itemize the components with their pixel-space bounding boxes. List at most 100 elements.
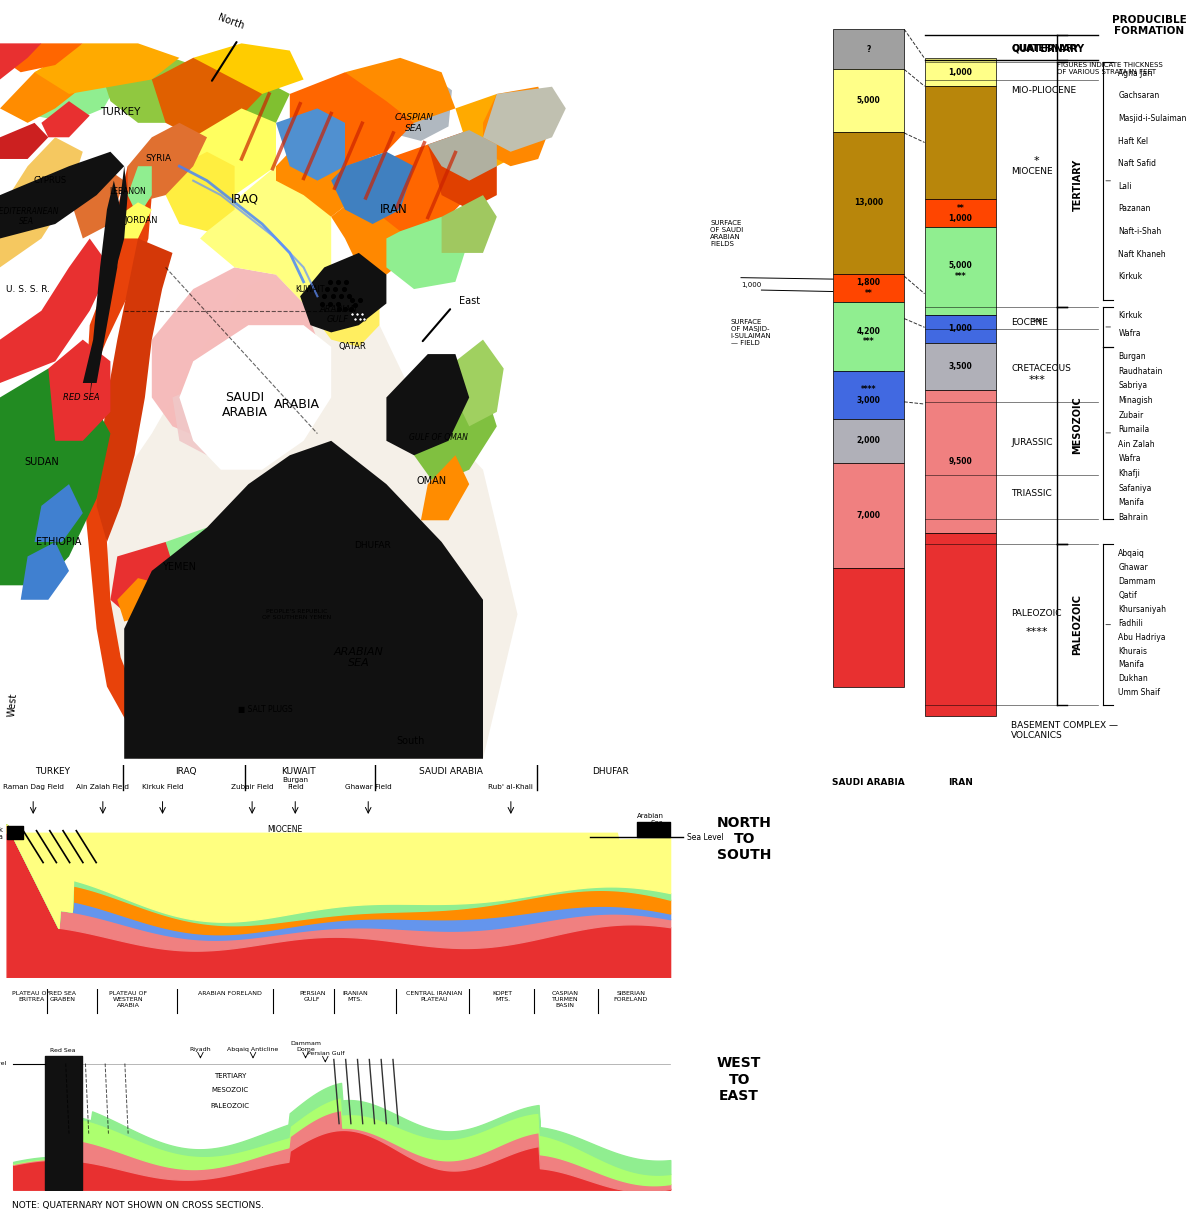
Text: BASEMENT COMPLEX: BASEMENT COMPLEX [245,901,325,909]
Text: ARABIA: ARABIA [274,398,319,412]
Polygon shape [0,369,110,585]
Text: Gachsaran: Gachsaran [1118,91,1159,101]
Point [348,305,367,324]
Point [342,305,361,324]
Text: Sabriya: Sabriya [1118,381,1147,390]
Text: MESOZOIC: MESOZOIC [1073,397,1082,454]
Text: ARABIAN
SEA: ARABIAN SEA [334,647,384,669]
Text: Arabian
Sea: Arabian Sea [636,813,664,827]
Text: Sea Level: Sea Level [686,833,724,841]
Bar [833,131,905,274]
Text: Naft Safid: Naft Safid [1118,159,1157,169]
Polygon shape [83,166,152,730]
Point [323,287,342,306]
Text: SYRIA: SYRIA [145,154,172,164]
Polygon shape [0,44,83,73]
Polygon shape [20,541,70,600]
Text: SAUDI
ARABIA: SAUDI ARABIA [222,391,268,419]
Text: Khursaniyah: Khursaniyah [1118,605,1166,614]
Polygon shape [386,354,469,455]
Polygon shape [300,253,386,333]
Polygon shape [127,123,208,203]
Polygon shape [0,123,48,159]
Text: Ain Zalah Field: Ain Zalah Field [77,784,130,790]
Text: Bahrain: Bahrain [1118,512,1148,522]
Polygon shape [97,51,221,123]
Polygon shape [103,267,517,759]
Point [330,300,349,319]
Text: Abqaiq: Abqaiq [1118,549,1145,558]
Bar [925,342,996,390]
Text: EOCENE: EOCENE [1012,318,1048,328]
Text: BASEMENT COMPLEX: BASEMENT COMPLEX [193,1136,266,1142]
Polygon shape [276,108,346,181]
Text: EOCENE: EOCENE [270,839,301,847]
Text: ETHIOPIA: ETHIOPIA [36,537,82,548]
Text: Wafra: Wafra [1118,329,1141,339]
Polygon shape [482,86,566,152]
Text: IRAQ: IRAQ [175,767,197,776]
Text: PEOPLE'S REPUBLIC
OF SOUTHERN YEMEN: PEOPLE'S REPUBLIC OF SOUTHERN YEMEN [262,609,331,619]
Text: JURASSIC & TRIASSIC: JURASSIC & TRIASSIC [245,856,325,864]
Text: Ain Zalah: Ain Zalah [1118,439,1156,449]
Text: Abqaiq Anticline: Abqaiq Anticline [227,1046,278,1051]
Polygon shape [442,195,497,253]
Text: DHUFAR: DHUFAR [592,767,629,776]
Text: KOPET
MTS.: KOPET MTS. [493,992,512,1003]
Text: FIGURES INDICATE THICKNESS
OF VARIOUS STRATA IN FEET: FIGURES INDICATE THICKNESS OF VARIOUS ST… [1057,62,1163,75]
Text: PALEOZOIC: PALEOZOIC [264,864,307,873]
Text: PLATEAU OF
ERITREA: PLATEAU OF ERITREA [12,992,50,1003]
Text: **
1,000: ** 1,000 [948,204,972,223]
Text: IRAN: IRAN [379,203,407,216]
Text: Black
Sea: Black Sea [0,828,4,840]
Text: CYPRUS: CYPRUS [34,176,66,186]
Text: IRAN: IRAN [948,778,973,787]
Text: Lali: Lali [1118,182,1132,191]
Polygon shape [428,130,497,210]
Bar [833,568,905,687]
Text: MIO-PLIOCENE: MIO-PLIOCENE [1012,86,1076,95]
Text: Minagish: Minagish [1118,396,1153,405]
Text: WEST
TO
EAST: WEST TO EAST [718,1056,761,1102]
Text: RED SEA
GRABEN: RED SEA GRABEN [49,992,76,1003]
Point [346,310,365,329]
Text: 5,000
***: 5,000 *** [948,261,972,280]
Polygon shape [0,152,125,238]
Text: MIOCENE: MIOCENE [1012,168,1052,176]
Point [337,272,356,291]
Text: JURASSIC: JURASSIC [1012,437,1052,447]
Text: Haft Kel: Haft Kel [1118,136,1148,146]
Text: Naft Khaneh: Naft Khaneh [1118,250,1166,259]
Text: Manifa: Manifa [1118,498,1145,507]
Bar [925,314,996,342]
Text: PLATEAU OF
WESTERN
ARABIA: PLATEAU OF WESTERN ARABIA [109,992,148,1008]
Text: TRIASSIC: TRIASSIC [1012,489,1052,498]
Text: Manifa: Manifa [1118,660,1145,669]
Text: ****
3,000: **** 3,000 [857,385,881,404]
Polygon shape [304,267,379,347]
Text: QUATERNARY: QUATERNARY [1012,44,1085,53]
Point [325,279,344,299]
Text: RED SEA: RED SEA [64,393,100,402]
Text: QUATERNARY: QUATERNARY [1012,44,1079,52]
Bar [925,199,996,227]
Point [350,310,370,329]
Text: CASPIAN
SEA: CASPIAN SEA [395,113,433,132]
Text: Abu Hadriya: Abu Hadriya [1118,632,1166,642]
Bar [833,274,905,302]
Bar [925,533,996,716]
Text: Dammam
Dome: Dammam Dome [290,1040,322,1051]
Point [334,279,353,299]
Text: 2,000: 2,000 [857,436,881,446]
Text: DHUFAR: DHUFAR [354,541,391,550]
Polygon shape [0,44,41,79]
Polygon shape [390,73,452,141]
Text: TURKEY: TURKEY [101,107,140,117]
Text: Fadhili: Fadhili [1118,619,1144,628]
Text: Qatif: Qatif [1118,591,1138,600]
Text: Rumaila: Rumaila [1118,425,1150,435]
Polygon shape [125,441,482,759]
Text: **: ** [1031,318,1043,328]
Text: U. S. S. R.: U. S. S. R. [6,284,49,294]
Text: 4,200
***: 4,200 *** [857,327,881,346]
